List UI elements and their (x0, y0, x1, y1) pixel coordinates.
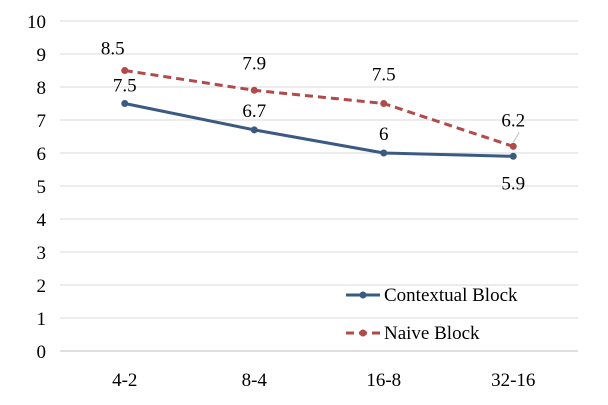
x-tick-label: 32-16 (491, 370, 535, 391)
series-naive-block (121, 67, 517, 150)
data-label: 8.5 (101, 39, 125, 60)
data-point (509, 152, 517, 160)
series-line (124, 102, 514, 158)
y-tick-label: 7 (37, 111, 47, 132)
legend: Contextual Block Naive Block (346, 285, 518, 344)
y-tick-label: 1 (37, 309, 47, 330)
legend-label: Contextual Block (384, 285, 518, 306)
data-label: 7.5 (113, 76, 137, 97)
data-label: 5.9 (501, 173, 525, 194)
label-leader-line (512, 132, 520, 143)
y-tick-label: 9 (37, 45, 47, 66)
data-label: 7.9 (242, 53, 266, 74)
x-tick-label: 4-2 (112, 370, 137, 391)
y-tick-label: 2 (37, 276, 47, 297)
legend-entry: Naive Block (346, 323, 480, 344)
series-group (121, 67, 517, 160)
y-tick-label: 6 (37, 144, 47, 165)
legend-label: Naive Block (384, 323, 480, 344)
gridlines (60, 20, 578, 319)
y-tick-label: 10 (27, 12, 46, 33)
data-label: 7.5 (372, 65, 396, 86)
axes: 0 1 2 3 4 5 6 7 8 9 10 4-2 8-4 16-8 32-16 (27, 12, 578, 391)
legend-marker (359, 291, 367, 299)
x-tick-label: 8-4 (242, 370, 268, 391)
y-tick-label: 8 (37, 78, 47, 99)
y-tick-label: 0 (37, 342, 47, 363)
series-line (124, 69, 514, 148)
y-tick-label: 4 (37, 210, 47, 231)
y-tick-label: 5 (37, 177, 47, 198)
data-label: 6.7 (242, 101, 266, 122)
data-point (250, 86, 258, 94)
data-point (509, 142, 517, 150)
legend-marker (359, 329, 367, 337)
data-point (121, 67, 129, 74)
data-labels: 7.5 6.7 6 5.9 8.5 7.9 7.5 6.2 (101, 39, 525, 195)
legend-entry: Contextual Block (346, 285, 518, 306)
series-contextual-block (121, 100, 517, 160)
x-tick-label: 16-8 (366, 370, 401, 391)
data-point (121, 100, 129, 107)
data-point (250, 126, 258, 134)
data-label: 6 (379, 124, 389, 145)
y-tick-label: 3 (37, 243, 47, 264)
data-label: 6.2 (501, 110, 525, 131)
data-point (380, 100, 388, 107)
data-point (380, 149, 388, 157)
